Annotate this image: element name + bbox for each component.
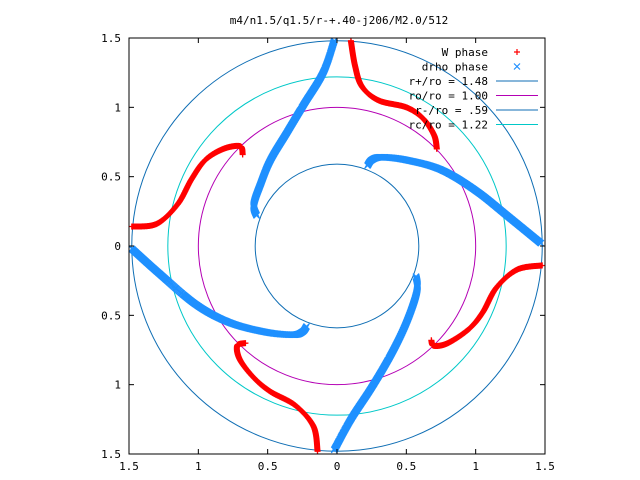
series-1-arm-3: [250, 37, 338, 219]
series-0-arm-0: [347, 37, 440, 152]
legend-label-2: r+/ro = 1.48: [409, 75, 488, 88]
legend-label-5: rc/ro = 1.22: [409, 119, 488, 132]
x-tick-label-1: 1: [195, 460, 202, 473]
legend-label-1: drho phase: [422, 61, 488, 74]
y-tick-label-1: 1: [114, 101, 121, 114]
circle-5: [167, 76, 507, 416]
y-tick-label-0: 1.5: [101, 32, 121, 45]
y-tick-label-4: 0.5: [101, 309, 121, 322]
x-tick-label-6: 1.5: [535, 460, 555, 473]
x-tick-label-4: 0.5: [396, 460, 416, 473]
series-1-arm-2: [128, 245, 310, 339]
plot-curves: [128, 37, 546, 455]
series-0-arm-3: [128, 142, 246, 230]
series-0-arm-0-markers: [347, 37, 440, 152]
legend-marker-1: [513, 63, 521, 70]
x-tick-label-2: 0.5: [258, 460, 278, 473]
series-1-arm-0-markers: [364, 153, 545, 247]
chart-title: m4/n1.5/q1.5/r-+.40-j206/M2.0/512: [230, 14, 449, 27]
series-0-arm-3-markers: [128, 142, 246, 230]
legend-label-3: ro/ro = 1.00: [409, 90, 488, 103]
series-1-arm-2-markers: [128, 245, 310, 339]
y-tick-label-2: 0.5: [101, 171, 121, 184]
series-0-arm-2: [233, 340, 321, 455]
legend-label-0: W phase: [442, 46, 488, 59]
series-1-arm-0: [364, 153, 545, 247]
legend-label-4: r-/ro = .59: [415, 104, 488, 117]
series-1-arm-3-markers: [250, 37, 338, 219]
series-0-arm-1-markers: [428, 262, 546, 349]
series-1-arm-1: [330, 273, 421, 454]
y-tick-label-6: 1.5: [101, 448, 121, 461]
legend-marker-0: [514, 49, 520, 55]
y-tick-label-3: 0: [114, 240, 121, 253]
y-tick-label-5: 1: [114, 379, 121, 392]
circle-4: [254, 163, 420, 329]
circle-3: [197, 106, 477, 386]
series-0-arm-2-markers: [233, 340, 321, 455]
series-0-arm-1: [428, 262, 546, 349]
x-tick-label-3: 0: [334, 460, 341, 473]
x-tick-label-0: 1.5: [119, 460, 139, 473]
series-1-arm-1-markers: [330, 273, 421, 454]
axis-ticks: 1.5 1 0.5 0 0.5 1 1.51.510.500.511.5: [101, 32, 555, 473]
x-tick-label-5: 1: [472, 460, 479, 473]
